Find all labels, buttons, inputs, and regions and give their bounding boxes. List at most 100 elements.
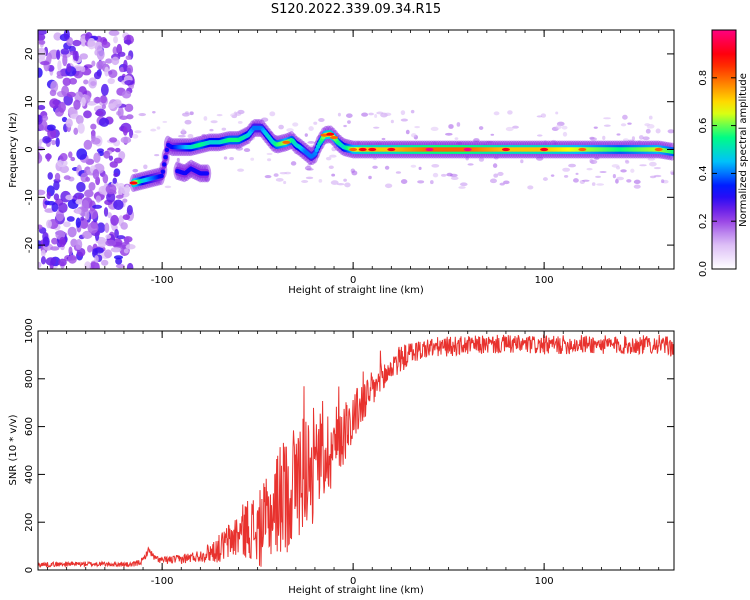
faint-blob: [633, 179, 641, 185]
faint-blob: [361, 112, 369, 117]
faint-blob: [648, 115, 653, 120]
faint-blob: [527, 185, 534, 190]
noise-blob: [53, 180, 60, 191]
faint-blob: [596, 183, 605, 186]
faint-blob: [184, 119, 192, 125]
faint-blob: [390, 119, 394, 124]
ridge-core: [314, 147, 319, 153]
faint-blob: [616, 133, 621, 136]
spectrogram-xlabel: Height of straight line (km): [288, 285, 424, 296]
noise-blob: [101, 259, 109, 266]
ridge-peak: [463, 147, 472, 152]
faint-blob: [286, 128, 294, 132]
noise-blob: [72, 39, 82, 47]
faint-blob: [283, 180, 287, 185]
noise-blob: [125, 55, 132, 61]
faint-blob: [562, 131, 568, 137]
noise-blob: [113, 35, 118, 44]
faint-blob: [337, 112, 341, 117]
faint-blob: [414, 125, 421, 129]
faint-blob: [575, 172, 579, 175]
faint-blob: [542, 177, 548, 181]
noise-blob: [66, 216, 75, 222]
faint-blob: [187, 134, 194, 139]
noise-blob: [123, 248, 129, 254]
noise-blob: [124, 236, 130, 245]
faint-blob: [478, 157, 485, 162]
noise-blob: [121, 90, 132, 99]
faint-blob: [275, 177, 284, 182]
noise-blob: [90, 137, 101, 145]
noise-blob: [73, 99, 81, 110]
faint-blob: [368, 175, 372, 180]
spectrogram-ytick-label: 10: [24, 95, 35, 108]
noise-blob: [93, 97, 102, 104]
faint-blob: [507, 110, 513, 115]
noise-blob: [114, 147, 121, 153]
faint-blob: [176, 157, 180, 162]
noise-blob: [124, 184, 130, 194]
faint-blob: [346, 113, 353, 118]
noise-blob: [87, 222, 99, 234]
spectrogram-heatmap: [38, 30, 674, 269]
faint-blob: [653, 166, 661, 170]
faint-blob: [562, 167, 571, 172]
faint-blob: [325, 156, 332, 161]
noise-blob: [96, 222, 106, 234]
noise-blob: [44, 137, 52, 143]
noise-blob: [38, 138, 44, 144]
snr-ytick-label: 800: [24, 369, 35, 388]
lower-branch-core: [204, 171, 210, 176]
faint-blob: [384, 112, 392, 117]
faint-blob: [490, 133, 495, 136]
faint-blob: [581, 179, 590, 182]
faint-blob: [384, 165, 390, 170]
noise-blob: [112, 100, 122, 108]
faint-blob: [384, 183, 393, 189]
faint-blob: [563, 174, 569, 178]
noise-blob: [40, 249, 46, 257]
noise-blob: [116, 43, 123, 55]
faint-blob: [313, 121, 318, 125]
faint-blob: [405, 129, 410, 135]
faint-blob: [216, 113, 223, 117]
noise-blob: [38, 39, 46, 45]
noise-blob: [42, 115, 49, 122]
snr-line: [38, 333, 674, 568]
faint-blob: [603, 117, 611, 120]
faint-blob: [653, 174, 662, 178]
noise-blob: [91, 60, 96, 67]
noise-blob: [116, 235, 126, 240]
faint-blob: [622, 114, 628, 120]
noise-blob: [56, 49, 61, 60]
faint-blob: [329, 154, 337, 158]
noise-blob: [59, 153, 68, 162]
noise-blob: [111, 56, 120, 66]
snr-ylabel: SNR (10 * v/v): [8, 414, 19, 485]
faint-blob: [612, 174, 616, 179]
spectrogram-ytick-label: 0: [24, 146, 35, 152]
faint-blob: [410, 164, 417, 168]
faint-blob: [620, 169, 627, 173]
faint-blob: [344, 182, 351, 188]
noise-blob: [45, 257, 57, 266]
noise-blob: [108, 30, 120, 36]
faint-blob: [209, 128, 214, 132]
faint-blob: [264, 174, 272, 179]
faint-blob: [633, 184, 641, 189]
faint-blob: [131, 134, 139, 139]
faint-blob: [237, 168, 245, 172]
faint-blob: [235, 112, 242, 116]
ridge-core: [671, 149, 674, 155]
noise-blob: [95, 195, 102, 203]
noise-blob: [102, 173, 109, 184]
noise-blob: [65, 118, 73, 128]
noise-blob: [123, 59, 128, 72]
noise-blob: [117, 106, 124, 119]
faint-blob: [536, 115, 543, 118]
faint-blob: [269, 111, 276, 117]
ridge-peak: [540, 147, 549, 152]
spectrogram-xtick-label: 100: [535, 275, 554, 286]
